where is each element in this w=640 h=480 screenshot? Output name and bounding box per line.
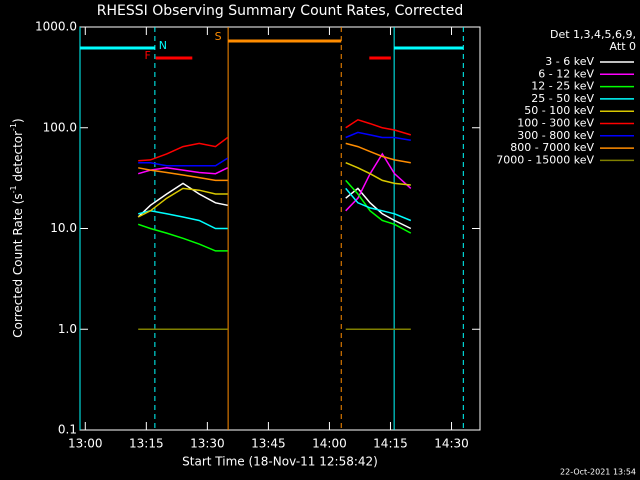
legend-header: Det 1,3,4,5,6,9, [550, 28, 636, 41]
y-axis-label: Corrected Count Rate (s-1 detector-1) [9, 118, 25, 337]
y-label-part: detector [11, 131, 25, 186]
y-label-sup: -1 [9, 123, 18, 131]
x-tick-label: 13:15 [129, 437, 164, 451]
x-tick-label: 13:00 [68, 437, 103, 451]
series-line [137, 162, 411, 218]
series-line [138, 187, 412, 230]
flag-label: F [145, 49, 151, 62]
legend-label: 25 - 50 keV [531, 92, 594, 105]
legend-label: 100 - 300 keV [517, 117, 594, 130]
x-tick-label: 13:30 [190, 437, 225, 451]
series-line [138, 131, 411, 167]
y-label-sup: -1 [9, 185, 18, 193]
legend-label: 50 - 100 keV [524, 104, 594, 117]
plot-frame [79, 26, 481, 431]
legend-label: 3 - 6 keV [545, 55, 594, 68]
series-line [137, 182, 412, 230]
legend-label: 300 - 800 keV [517, 129, 594, 142]
y-tick-label: 10.0 [50, 221, 77, 235]
x-axis-label: Start Time (18-Nov-11 12:58:42) [182, 455, 378, 469]
legend-header: Att 0 [610, 40, 636, 53]
y-tick-label: 0.1 [58, 423, 77, 437]
footer: 22-Oct-2021 13:54 [560, 468, 636, 477]
series-line [138, 142, 411, 182]
y-label-part: Corrected Count Rate (s [11, 193, 25, 337]
x-tick-label: 14:00 [312, 437, 347, 451]
flag-label: N [159, 39, 167, 52]
legend-label: 800 - 7000 keV [510, 141, 594, 154]
flag-label: S [215, 30, 222, 43]
series-line [137, 179, 412, 252]
x-tick-label: 14:30 [434, 437, 469, 451]
x-tick-label: 14:15 [373, 437, 408, 451]
legend-label: 7000 - 15000 keV [496, 153, 594, 166]
series-line [138, 118, 412, 162]
y-label-part: ) [11, 118, 25, 123]
legend-label: 6 - 12 keV [538, 67, 594, 80]
x-tick-label: 13:45 [251, 437, 286, 451]
y-tick-label: 1.0 [58, 322, 77, 336]
y-tick-label: 100.0 [43, 120, 77, 134]
y-tick-label: 1000.0 [35, 20, 77, 34]
legend-label: 12 - 25 keV [531, 80, 594, 93]
chart-title: RHESSI Observing Summary Count Rates, Co… [97, 3, 463, 19]
